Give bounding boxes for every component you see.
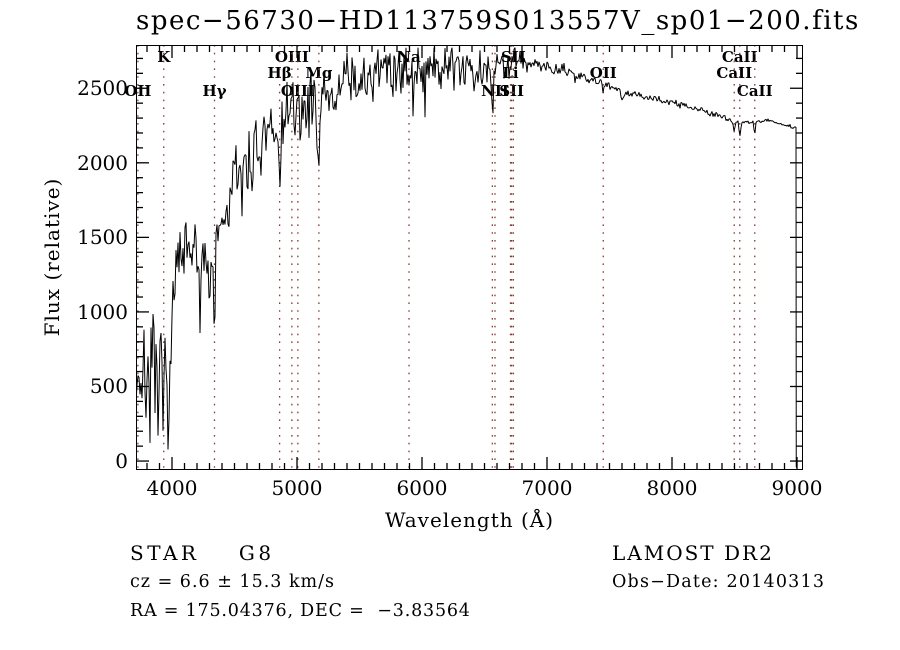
spectral-line-label: Hγ (202, 82, 227, 100)
y-tick-label: 1500 (77, 225, 128, 250)
y-tick-label: 1000 (77, 299, 128, 324)
spectral-line-label: Na (397, 48, 421, 66)
spectral-line-label: CaII (716, 64, 753, 82)
ra-dec-text: RA = 175.04376, DEC = −3.83564 (130, 601, 471, 621)
survey-release-text: LAMOST DR2 (612, 541, 774, 565)
plot-frame (136, 45, 803, 470)
spectral-line-label: Mg (305, 64, 333, 82)
x-tick-label: 5000 (271, 476, 323, 500)
spectral-line-label: OIII (280, 82, 315, 100)
x-tick-label: 9000 (771, 476, 823, 500)
x-tick-label: 8000 (646, 476, 698, 500)
spectral-line-label: CaII (736, 82, 773, 100)
obs-date-text: Obs−Date: 20140313 (612, 572, 826, 592)
y-tick-label: 0 (115, 449, 128, 474)
spectral-line-label: OII (589, 64, 617, 82)
spectral-line-label: OIII (274, 48, 309, 66)
object-class-text: STAR G8 (130, 541, 275, 565)
x-tick-label: 7000 (521, 476, 573, 500)
spectral-line-label: SII (499, 82, 525, 100)
x-axis-title: Wavelength (Å) (384, 508, 555, 532)
x-tick-label: 6000 (396, 476, 448, 500)
y-tick-label: 2500 (77, 76, 128, 101)
spectrum-canvas (136, 45, 803, 470)
spectral-line-label: NII (481, 82, 509, 100)
spectral-line-label: K (157, 48, 171, 66)
spectral-line-label: Hβ (267, 64, 292, 82)
plot-title: spec−56730−HD113759S013557V_sp01−200.fit… (136, 6, 860, 36)
y-tick-label: 2000 (77, 150, 128, 175)
spectral-line-label: CaII (721, 48, 758, 66)
spectral-line-label: OII (124, 82, 152, 100)
x-tick-label: 4000 (146, 476, 198, 500)
cz-velocity-text: cz = 6.6 ± 15.3 km/s (130, 572, 336, 592)
plot-area: OII K Hγ Hβ OIII OIII Mg Na NII Li SII SII OII CaII Ca… (124, 45, 803, 470)
y-tick-label: 500 (89, 374, 128, 399)
